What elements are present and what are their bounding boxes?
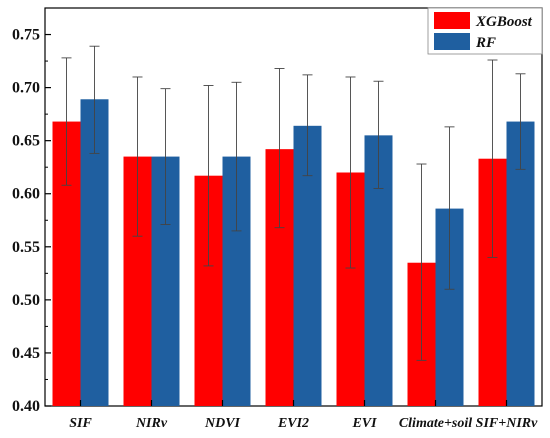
legend-swatch-xgboost (434, 12, 470, 29)
x-tick-label: EVI2 (277, 416, 309, 431)
y-tick-label: 0.70 (12, 80, 40, 97)
x-tick-label: NIRv (135, 416, 168, 431)
x-tick-label: NDVI (204, 416, 241, 431)
x-tick-label: EVI (351, 416, 377, 431)
y-axis: 0.40 0.45 0.50 0.55 0.60 0.65 0.70 0.75 (12, 7, 51, 415)
x-axis: SIF NIRv NDVI EVI2 EVI Climate+soil SIF+NIRv (69, 400, 538, 431)
y-tick-label: 0.55 (12, 239, 40, 256)
bars-layer (52, 99, 535, 407)
x-tick-label: Climate+soil (399, 416, 472, 431)
y-tick-label: 0.50 (12, 292, 40, 309)
legend-label-xgboost: XGBoost (475, 14, 533, 30)
y-tick-label: 0.45 (12, 345, 40, 362)
x-tick-label: SIF (69, 416, 92, 431)
legend: XGBoost RF (427, 7, 543, 55)
y-tick-label: 0.60 (12, 186, 40, 203)
y-tick-label: 0.40 (12, 398, 40, 415)
error-bars-layer (61, 45, 526, 361)
y-tick-label: 0.75 (12, 27, 40, 44)
legend-swatch-rf (434, 33, 470, 50)
y-tick-label: 0.65 (12, 133, 40, 150)
x-tick-label: SIF+NIRv (476, 416, 538, 431)
legend-label-rf: RF (475, 35, 496, 51)
